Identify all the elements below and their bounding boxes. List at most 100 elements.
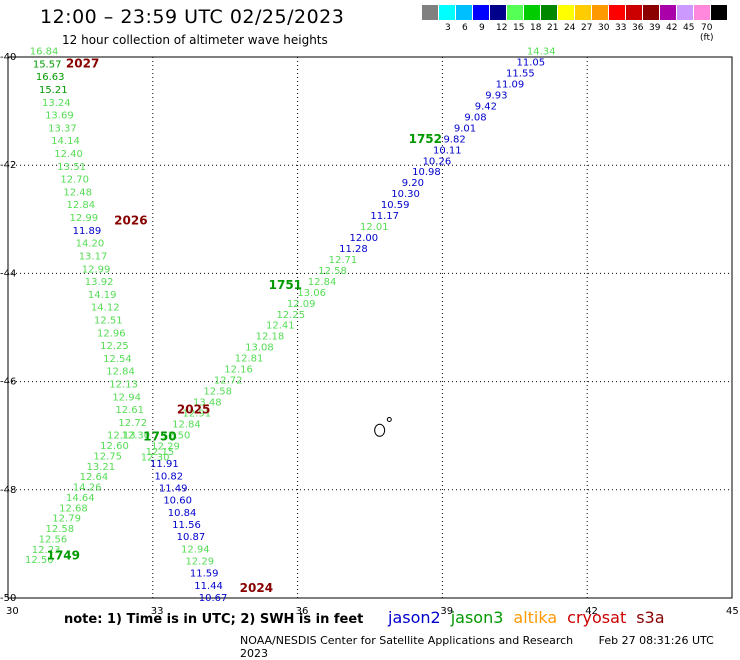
wave-height-label: 12.51: [94, 315, 123, 326]
wave-height-label: 12.50: [25, 555, 54, 566]
wave-height-label: 14.64: [66, 493, 95, 504]
wave-height-label: 12.68: [59, 503, 88, 514]
legend-altika: altika: [513, 608, 558, 627]
axis-labels: 30 33 36 39 42 45 -40 -42 -44 -46 -48 -50: [0, 52, 739, 617]
time-marker: 1752: [409, 132, 442, 146]
wave-height-label: 15.21: [39, 85, 68, 96]
scale-label: 39: [649, 23, 661, 33]
scale-swatch: [490, 5, 506, 20]
wave-height-label: 16.84: [30, 47, 59, 58]
lon-tick-label: 33: [151, 606, 164, 617]
wave-height-label: 12.23: [32, 545, 61, 556]
wave-height-label: 9.82: [443, 134, 465, 145]
wave-height-label: 9.93: [485, 90, 507, 101]
wave-height-label: 12.60: [100, 441, 129, 452]
wave-height-label: 12.16: [224, 365, 253, 376]
time-marker: 1750: [143, 430, 176, 444]
wave-height-label: 12.91: [183, 408, 212, 419]
page-title: 12:00 – 23:59 UTC 02/25/2023: [40, 6, 345, 28]
wave-height-label: 11.17: [370, 211, 399, 222]
wave-height-label: 10.82: [154, 471, 183, 482]
scale-label: 9: [479, 23, 485, 33]
wave-height-label: 13.92: [85, 277, 114, 288]
footer-center: NOAA/NESDIS Center for Satellite Applica…: [240, 634, 574, 647]
time-marker: 2026: [114, 213, 147, 227]
map-grid: [7, 56, 733, 599]
wave-height-label: 12.64: [80, 472, 109, 483]
wave-height-label: 10.67: [199, 593, 228, 604]
wave-height-label: 11.59: [190, 569, 219, 580]
legend-s3a: s3a: [636, 608, 665, 627]
wave-height-label: 12.96: [97, 328, 126, 339]
scale-label: 36: [632, 23, 644, 33]
wave-height-label: 12.30: [121, 431, 150, 442]
wave-height-label: 12.94: [112, 392, 141, 403]
lon-tick-label: 39: [440, 606, 453, 617]
wave-height-label: 12.84: [66, 200, 95, 211]
scale-swatch: [694, 5, 710, 20]
scale-swatch: [541, 5, 557, 20]
wave-height-label: 9.01: [454, 123, 476, 134]
lat-tick-label: -46: [0, 377, 16, 388]
wave-height-label: 14.26: [73, 483, 102, 494]
wave-height-label: 12.72: [118, 418, 147, 429]
wave-height-label: 12.29: [185, 556, 214, 567]
wave-height-label: 12.56: [39, 534, 68, 545]
scale-swatch: [558, 5, 574, 20]
footer: NOAA/NESDIS Center for Satellite Applica…: [240, 634, 740, 660]
scale-swatch: [439, 5, 455, 20]
scale-label: 27: [581, 23, 593, 33]
wave-height-label: 14.14: [51, 136, 80, 147]
wave-height-label: 10.30: [391, 189, 420, 200]
wave-height-label: 12.13: [107, 431, 136, 442]
lat-tick-label: -40: [0, 52, 16, 63]
island-small: [386, 416, 392, 422]
wave-height-label: 12.99: [82, 264, 111, 275]
wave-height-label: 9.20: [402, 178, 424, 189]
note-text: note: 1) Time is in UTC; 2) SWH is in fe…: [64, 612, 364, 627]
wave-height-label: 10.87: [177, 532, 206, 543]
wave-height-label: 13.69: [45, 111, 74, 122]
wave-height-label: 12.09: [287, 299, 316, 310]
wave-height-label: 11.05: [516, 58, 545, 69]
scale-swatch: [575, 5, 591, 20]
scale-label: 12: [496, 23, 508, 33]
scale-swatch: [507, 5, 523, 20]
scale-label: 45: [683, 23, 695, 33]
wave-height-label: 12.58: [45, 524, 74, 535]
wave-height-label: 11.56: [172, 520, 201, 531]
wave-height-label: 11.55: [506, 69, 535, 80]
legend-jason2: jason2: [388, 608, 441, 627]
wave-height-label: 12.15: [146, 447, 175, 458]
wave-height-label: 11.49: [159, 483, 188, 494]
wave-height-label: 12.71: [329, 255, 358, 266]
lat-tick-label: -44: [0, 268, 16, 279]
wave-height-label: 12.01: [360, 222, 389, 233]
time-marker: 2024: [240, 581, 273, 595]
wave-height-label: 9.08: [464, 112, 486, 123]
wave-height-label: 12.58: [203, 387, 232, 398]
scale-label: 33: [615, 23, 627, 33]
wave-height-label: 12.13: [109, 379, 138, 390]
wave-height-label: 12.25: [276, 310, 305, 321]
scale-label: 24: [564, 23, 576, 33]
wave-height-label: 10.98: [412, 167, 441, 178]
scale-swatch: [711, 5, 727, 20]
wave-height-label: 11.28: [339, 244, 368, 255]
scale-swatch: [626, 5, 642, 20]
wave-height-label: 10.11: [433, 145, 462, 156]
scale-label: 70 (ft): [700, 23, 714, 43]
wave-height-label: 10.60: [163, 496, 192, 507]
wave-height-label: 14.34: [527, 47, 556, 58]
time-marker: 1749: [47, 549, 80, 563]
wave-height-label: 13.51: [57, 162, 86, 173]
scale-swatch: [456, 5, 472, 20]
scale-label: 42: [666, 23, 678, 33]
legend-jason3: jason3: [450, 608, 504, 627]
wave-height-label: 13.08: [245, 343, 274, 354]
wave-height-label: 12.29: [151, 441, 180, 452]
wave-height-label: 12.84: [106, 367, 135, 378]
scale-swatch: [677, 5, 693, 20]
